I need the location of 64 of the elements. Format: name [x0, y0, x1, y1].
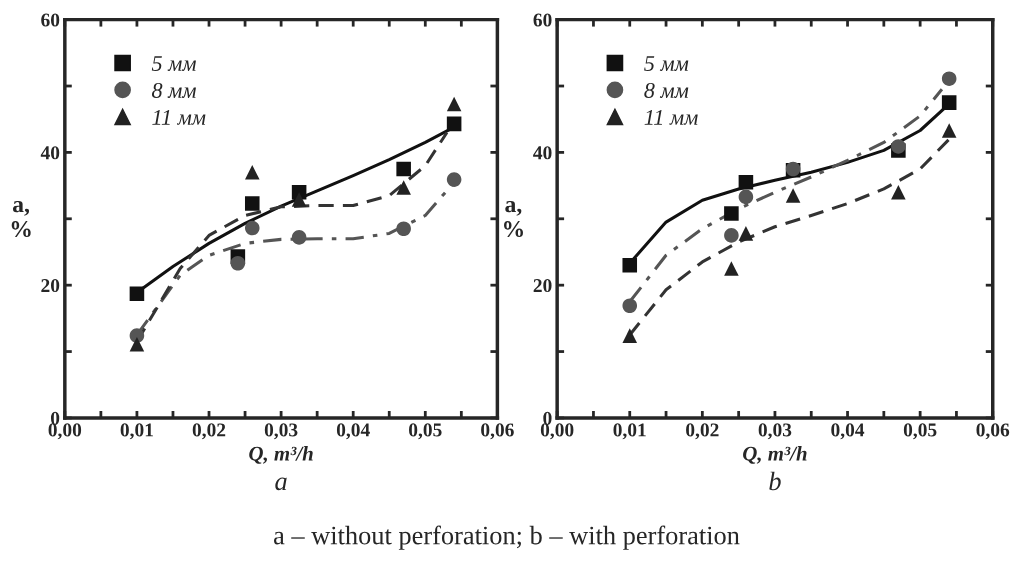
- x-tick-label: 0,06: [976, 423, 1010, 440]
- x-tick-label: 0,03: [758, 423, 792, 440]
- x-tick-label: 0,00: [48, 423, 82, 440]
- x-tick-label: 0,00: [540, 423, 574, 440]
- text: a: [275, 477, 287, 491]
- x-tick-label: 0,05: [903, 423, 937, 440]
- y-tick-label: 60: [41, 13, 60, 27]
- x-tick-label: 0,04: [831, 423, 865, 440]
- y-tick-label: 20: [41, 278, 60, 293]
- x-tick-label: 0,05: [409, 423, 442, 440]
- point: [396, 180, 411, 195]
- x-tick-label: 0,04: [336, 423, 370, 440]
- x-tick-label: 0,06: [481, 423, 514, 440]
- y-tick-label: 40: [533, 146, 552, 160]
- point: [738, 189, 754, 205]
- point: [622, 257, 638, 273]
- point: [622, 298, 638, 314]
- point: [891, 139, 906, 154]
- point: [738, 174, 754, 190]
- point: [244, 196, 260, 211]
- point: [396, 161, 411, 177]
- point: [230, 255, 246, 271]
- point: [291, 192, 307, 207]
- point: [446, 172, 462, 187]
- y-tick-label: 40: [40, 146, 60, 160]
- y-axis-title: a, %: [11, 201, 31, 238]
- text: b: [769, 471, 781, 491]
- point: [129, 286, 145, 302]
- point: [446, 116, 462, 132]
- point: [244, 220, 260, 236]
- point: [941, 95, 957, 110]
- point: [941, 123, 957, 138]
- x-axis-title: Q, m³/h: [743, 446, 807, 464]
- point: [291, 230, 307, 245]
- x-tick-label: 0,01: [613, 423, 646, 440]
- point: [941, 71, 957, 86]
- text: a – without perforation; b – with perforation: [274, 525, 740, 550]
- point: [724, 261, 739, 276]
- legend-label: 11 мм: [644, 109, 698, 125]
- y-tick-label: 0: [543, 411, 552, 425]
- legend-label: 5 мм: [151, 56, 196, 71]
- point: [738, 226, 754, 241]
- x-tick-label: 0,03: [264, 423, 298, 440]
- y-axis-title: a, %: [504, 201, 523, 238]
- x-axis-title: Q, m³/h: [249, 446, 313, 464]
- point: [396, 221, 411, 237]
- point: [622, 328, 638, 343]
- y-tick-label: 60: [533, 13, 552, 27]
- legend-label: 8 мм: [151, 82, 196, 98]
- x-tick-label: 0,01: [120, 423, 153, 440]
- point: [785, 188, 801, 203]
- point: [244, 165, 260, 180]
- point: [446, 96, 462, 112]
- point: [724, 228, 739, 243]
- x-tick-label: 0,02: [192, 423, 226, 440]
- point: [724, 206, 739, 221]
- legend-label: 5 мм: [644, 56, 689, 71]
- y-tick-label: 0: [50, 411, 60, 425]
- y-tick-label: 20: [533, 278, 552, 293]
- point: [129, 336, 145, 352]
- legend-label: 11 мм: [152, 109, 206, 125]
- point: [891, 184, 906, 200]
- legend-label: 8 мм: [644, 82, 689, 98]
- x-tick-label: 0,02: [686, 423, 719, 440]
